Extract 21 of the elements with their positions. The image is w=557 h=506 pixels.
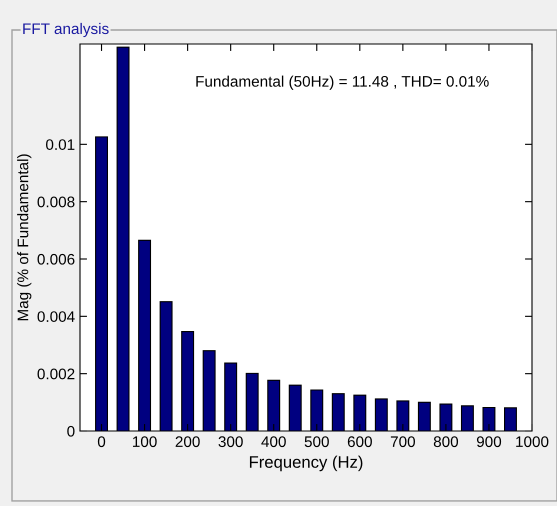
text: Fundamental (50Hz) = 11.48 , THD= 0.01% bbox=[196, 76, 489, 90]
chart-title: FFT analysis bbox=[23, 22, 109, 38]
x-tick-label: 900 bbox=[476, 436, 502, 448]
y-tick-label: 0 bbox=[67, 426, 75, 437]
x-tick-label: 300 bbox=[218, 436, 243, 448]
x-tick-label: 600 bbox=[348, 436, 372, 448]
y-tick-label: 0.006 bbox=[38, 254, 74, 265]
x-tick-label: 100 bbox=[132, 436, 157, 448]
x-tick-label: 700 bbox=[390, 436, 416, 448]
x-tick-label: 1000 bbox=[516, 436, 548, 448]
x-tick-label: 800 bbox=[434, 436, 458, 448]
x-tick-label: 500 bbox=[304, 436, 329, 448]
y-tick-label: 0.004 bbox=[38, 311, 75, 322]
y-tick-label: 0.002 bbox=[38, 368, 74, 380]
y-tick-label: 0.01 bbox=[46, 139, 74, 150]
x-tick-label: 200 bbox=[176, 436, 200, 448]
x-axis-title: Frequency (Hz) bbox=[250, 456, 362, 472]
x-tick-label: 0 bbox=[98, 436, 106, 448]
x-tick-label: 400 bbox=[261, 436, 286, 448]
y-axis-title: Mag (% of Fundamental) bbox=[17, 154, 32, 320]
y-tick-label: 0.008 bbox=[38, 196, 74, 208]
